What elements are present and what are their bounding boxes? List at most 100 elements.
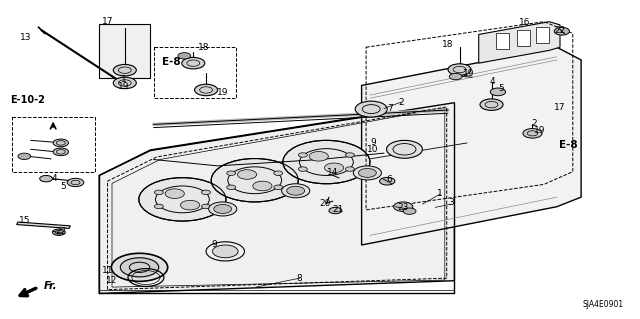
Text: E-10-2: E-10-2 (10, 95, 45, 106)
Circle shape (283, 140, 370, 184)
Text: E-8: E-8 (559, 140, 578, 150)
Circle shape (282, 184, 310, 198)
Polygon shape (479, 22, 560, 63)
Circle shape (67, 178, 84, 187)
Text: 1: 1 (121, 75, 126, 84)
Text: 22: 22 (554, 26, 566, 35)
Text: 6: 6 (387, 175, 392, 184)
Text: 19: 19 (217, 88, 228, 97)
Circle shape (53, 139, 68, 147)
Text: 16: 16 (519, 19, 531, 27)
Circle shape (480, 99, 503, 110)
Text: 15: 15 (19, 216, 30, 225)
Circle shape (274, 185, 283, 189)
Circle shape (182, 57, 205, 69)
Circle shape (154, 204, 163, 209)
Text: 19: 19 (534, 126, 545, 135)
Polygon shape (17, 222, 70, 228)
Circle shape (52, 229, 65, 235)
Circle shape (180, 200, 200, 210)
Circle shape (298, 167, 307, 171)
Circle shape (380, 177, 395, 185)
Circle shape (209, 202, 237, 216)
Circle shape (113, 77, 136, 89)
Circle shape (111, 253, 168, 281)
Circle shape (139, 178, 226, 221)
Text: SJA4E0901: SJA4E0901 (583, 300, 624, 309)
Text: 1: 1 (438, 189, 443, 198)
Text: 17: 17 (554, 103, 566, 112)
Text: 17: 17 (102, 17, 113, 26)
Text: 20: 20 (319, 199, 331, 208)
Circle shape (202, 190, 211, 195)
Text: 19: 19 (463, 69, 474, 78)
Circle shape (324, 163, 344, 173)
Text: 11: 11 (102, 266, 113, 275)
Polygon shape (99, 24, 150, 78)
Bar (517, 30, 530, 46)
Circle shape (113, 64, 136, 76)
Circle shape (212, 245, 238, 258)
Text: 8: 8 (297, 274, 302, 283)
Circle shape (40, 175, 52, 182)
Text: Fr.: Fr. (44, 280, 57, 291)
Text: 12: 12 (106, 276, 118, 285)
Circle shape (227, 185, 236, 189)
Circle shape (554, 27, 570, 35)
Circle shape (214, 204, 232, 213)
Circle shape (237, 170, 257, 179)
Text: 4: 4 (490, 77, 495, 86)
Circle shape (358, 168, 376, 177)
Text: 22: 22 (55, 227, 67, 236)
Circle shape (211, 159, 298, 202)
Circle shape (329, 207, 342, 214)
Circle shape (394, 202, 413, 211)
Text: 2: 2 (532, 119, 537, 128)
Circle shape (154, 190, 163, 195)
Circle shape (355, 101, 387, 117)
Circle shape (178, 53, 191, 59)
Text: 7: 7 (388, 104, 393, 113)
Text: E-8: E-8 (162, 57, 181, 67)
Circle shape (253, 181, 272, 191)
Text: 13: 13 (20, 33, 31, 42)
Circle shape (120, 258, 159, 277)
Text: 19: 19 (118, 82, 129, 91)
Text: 21: 21 (332, 205, 344, 214)
Text: 10: 10 (367, 145, 379, 154)
Polygon shape (99, 102, 454, 293)
Circle shape (18, 153, 31, 160)
Circle shape (298, 153, 307, 157)
Circle shape (165, 189, 184, 198)
Circle shape (309, 152, 328, 161)
Text: 23: 23 (397, 203, 409, 212)
Circle shape (287, 186, 305, 195)
Circle shape (403, 208, 416, 214)
Text: 2: 2 (399, 98, 404, 107)
Text: 9: 9 (371, 138, 376, 147)
Text: 18: 18 (442, 40, 454, 48)
Circle shape (274, 171, 283, 175)
Text: 4: 4 (52, 174, 57, 183)
Circle shape (490, 88, 506, 96)
Text: 14: 14 (327, 168, 339, 177)
Circle shape (53, 148, 68, 156)
Bar (496, 33, 509, 49)
Text: 18: 18 (198, 43, 209, 52)
Circle shape (346, 167, 355, 171)
Circle shape (346, 153, 355, 157)
Circle shape (195, 84, 218, 96)
Circle shape (387, 140, 422, 158)
Circle shape (202, 204, 211, 209)
Text: 9: 9 (212, 241, 217, 249)
Circle shape (448, 64, 471, 75)
Polygon shape (362, 47, 581, 245)
Bar (536, 27, 549, 43)
Circle shape (449, 73, 462, 80)
Text: 5: 5 (60, 182, 65, 191)
Text: 5: 5 (499, 84, 504, 93)
Circle shape (353, 166, 381, 180)
Text: 3: 3 (449, 198, 454, 207)
Circle shape (523, 129, 542, 138)
Circle shape (227, 171, 236, 175)
